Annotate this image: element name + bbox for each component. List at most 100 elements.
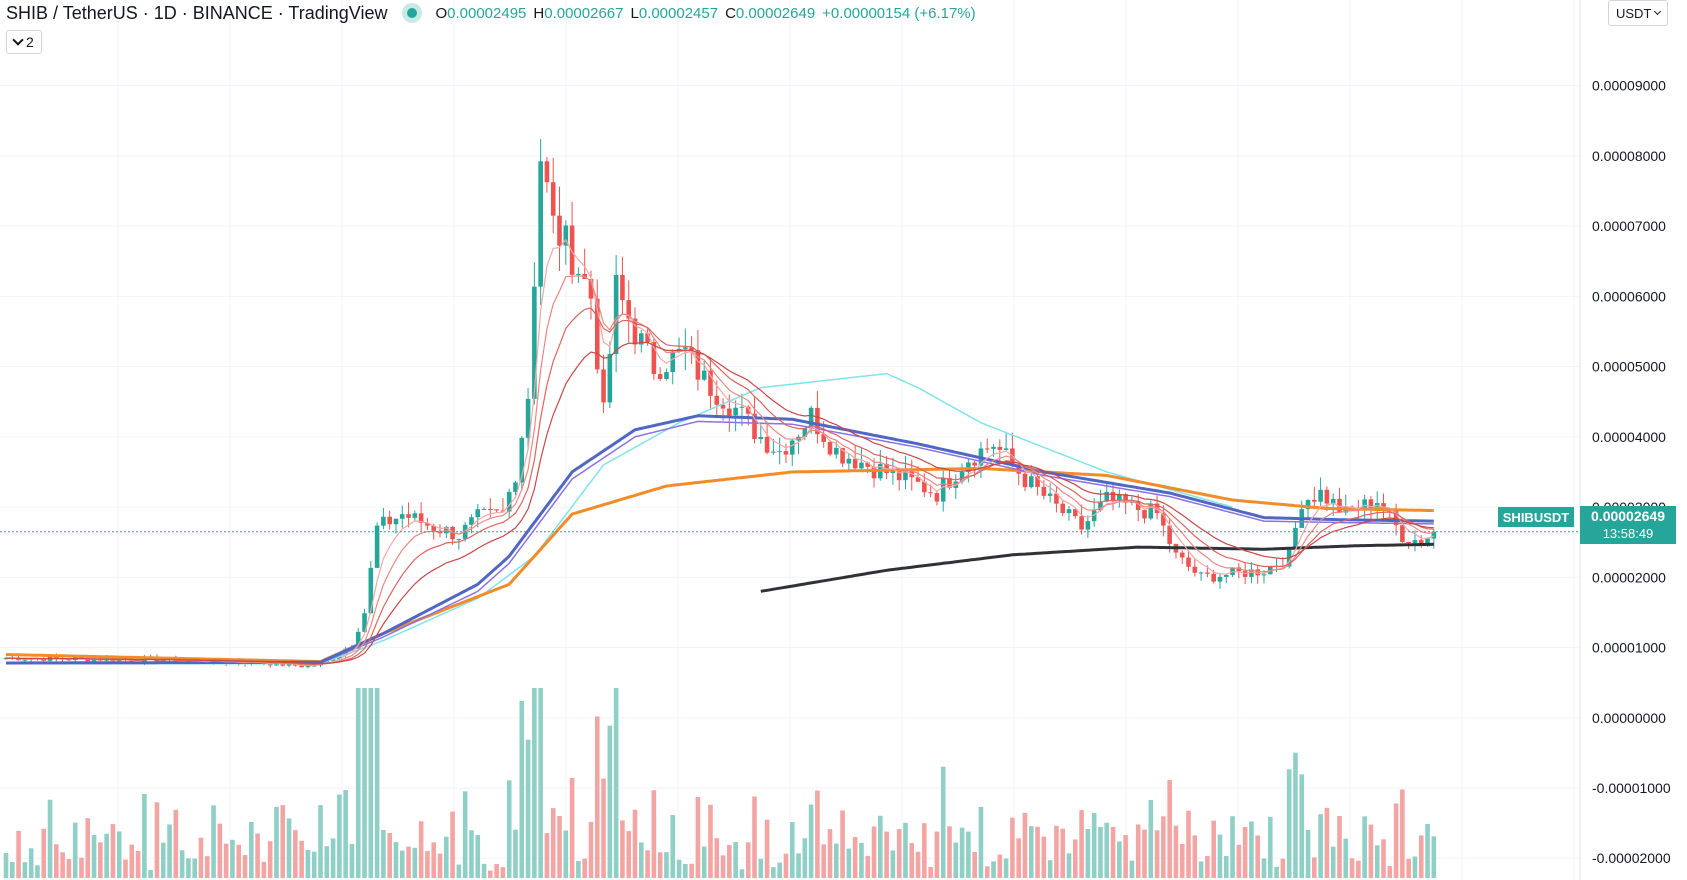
volume-bar bbox=[488, 870, 493, 878]
candle-body bbox=[550, 182, 556, 216]
candle-body bbox=[1073, 509, 1078, 517]
low-value: 0.00002457 bbox=[638, 4, 719, 22]
volume-bar bbox=[1211, 820, 1216, 878]
chevron-down-icon bbox=[12, 34, 24, 46]
candle-body bbox=[928, 492, 933, 494]
volume-bar bbox=[393, 842, 399, 878]
candle-body bbox=[934, 493, 940, 502]
volume-bar bbox=[1261, 858, 1267, 878]
volume-bar bbox=[98, 842, 103, 878]
volume-bar bbox=[1135, 824, 1141, 878]
volume-bar bbox=[915, 851, 921, 878]
volume-bar bbox=[783, 853, 789, 878]
candle-body bbox=[1223, 574, 1229, 577]
candle-body bbox=[764, 436, 770, 453]
symbol-title[interactable]: SHIB / TetherUS · 1D · BINANCE · Trading… bbox=[6, 2, 388, 23]
volume-bar bbox=[160, 842, 166, 878]
ma-line-black bbox=[760, 542, 1434, 593]
candle-body bbox=[1148, 503, 1154, 519]
volume-bar bbox=[186, 858, 191, 878]
candle-body bbox=[456, 538, 462, 540]
indicators-toggle-button[interactable]: 2 bbox=[6, 30, 42, 54]
candle-body bbox=[720, 404, 726, 409]
volume-bar bbox=[1154, 830, 1160, 878]
candle-body bbox=[1154, 503, 1160, 514]
volume-bar bbox=[399, 850, 405, 878]
volume-bar bbox=[538, 688, 543, 878]
volume-bar bbox=[532, 688, 537, 878]
currency-select[interactable]: USDT bbox=[1608, 0, 1669, 26]
volume-bar bbox=[343, 790, 348, 878]
volume-bar bbox=[1091, 812, 1097, 878]
volume-bar bbox=[198, 837, 204, 878]
volume-bar bbox=[1186, 810, 1191, 878]
volume-bar bbox=[462, 791, 468, 878]
volume-bar bbox=[1060, 828, 1066, 878]
volume-bar bbox=[821, 844, 826, 878]
volume-bar bbox=[54, 844, 59, 878]
volume-bar bbox=[173, 809, 179, 878]
volume-bar bbox=[406, 846, 411, 878]
candle-body bbox=[1330, 498, 1336, 504]
volume-bar bbox=[588, 821, 594, 878]
candle-body bbox=[1098, 501, 1103, 511]
candle-body bbox=[1192, 566, 1198, 573]
volume-bar bbox=[66, 859, 72, 878]
candle-body bbox=[714, 395, 720, 405]
volume-bar bbox=[815, 790, 820, 878]
volume-bar bbox=[865, 855, 871, 878]
symbol-price-tag: SHIBUSDT bbox=[1498, 507, 1574, 527]
candle-body bbox=[1324, 489, 1330, 504]
candle-body bbox=[1041, 486, 1047, 496]
candle-body bbox=[808, 407, 814, 429]
candle-body bbox=[1091, 510, 1097, 522]
volume-bar bbox=[204, 856, 210, 878]
ema-ribbon-line bbox=[5, 238, 1435, 667]
volume-bar bbox=[613, 688, 619, 878]
volume-bar bbox=[324, 846, 330, 878]
volume-bar bbox=[846, 848, 852, 878]
candle-body bbox=[532, 286, 537, 399]
volume-bar bbox=[720, 855, 726, 878]
volume-bar bbox=[752, 796, 757, 878]
volume-bar bbox=[1312, 857, 1317, 878]
candle-body bbox=[538, 161, 543, 287]
volume-bar bbox=[1079, 810, 1084, 878]
candle-body bbox=[1368, 499, 1374, 510]
volume-bar bbox=[890, 850, 896, 878]
volume-bar bbox=[79, 857, 84, 878]
candle-body bbox=[1054, 493, 1059, 504]
candle-body bbox=[771, 451, 776, 453]
candle-body bbox=[488, 509, 493, 511]
candle-body bbox=[1425, 538, 1430, 547]
candle-body bbox=[708, 370, 713, 396]
candle-body bbox=[896, 469, 902, 481]
volume-bar bbox=[1041, 836, 1047, 878]
volume-bar bbox=[444, 836, 449, 878]
candle-body bbox=[1079, 516, 1084, 530]
candle-body bbox=[689, 347, 694, 351]
volume-bar bbox=[808, 804, 814, 878]
candle-body bbox=[752, 413, 757, 440]
candle-body bbox=[1135, 500, 1141, 510]
candle-body bbox=[1142, 509, 1147, 519]
low-label: L bbox=[630, 4, 639, 22]
candle-body bbox=[959, 472, 965, 482]
volume-bar bbox=[91, 835, 97, 878]
volume-bar bbox=[9, 862, 15, 878]
volume-bar bbox=[22, 862, 28, 878]
volume-bar bbox=[657, 852, 663, 878]
candle-body bbox=[1400, 525, 1405, 542]
candle-body bbox=[563, 225, 569, 246]
candle-body bbox=[1047, 493, 1053, 496]
candle-body bbox=[425, 522, 430, 526]
candle-body bbox=[374, 525, 380, 568]
volume-bar bbox=[563, 830, 569, 878]
volume-bar bbox=[223, 843, 229, 878]
volume-bar bbox=[764, 819, 770, 878]
candle-body bbox=[1066, 509, 1072, 514]
volume-bar bbox=[569, 777, 575, 878]
candle-body bbox=[1110, 491, 1116, 501]
volume-bar bbox=[966, 831, 971, 878]
